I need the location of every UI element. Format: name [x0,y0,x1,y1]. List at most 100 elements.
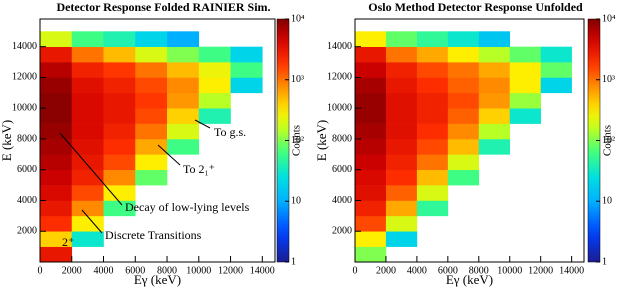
heat-cell [385,46,418,63]
x-tick-label: 10000 [186,265,211,276]
heat-cell [355,108,387,124]
heat-cell [416,123,449,140]
heat-cell [40,92,73,109]
annotation-line [157,144,181,166]
heat-cell [355,169,387,186]
annotation-line [194,119,211,129]
heat-cell [71,169,104,186]
heat-cell [385,62,418,78]
heat-cell [103,108,136,124]
heat-cell [447,62,480,78]
heat-cell [198,108,231,124]
heat-cell [40,231,73,247]
colorbar-tick-label: 10³ [291,74,304,85]
heat-cell [198,62,231,78]
heat-cell [385,123,418,140]
heat-cell [355,138,387,155]
heat-cell [385,77,418,94]
heat-cell [198,92,231,109]
heat-cell [385,31,418,47]
heat-cell [447,77,480,94]
heat-cell [71,62,104,78]
x-tick-label: 6000 [125,265,145,276]
heat-cell [355,154,387,171]
x-axis-label: Eγ (keV) [446,272,493,287]
y-tick-label: 4000 [17,195,37,206]
y-tick-label: 10000 [327,102,352,113]
heat-cell [167,77,200,94]
heat-cell [71,31,104,47]
heat-cell [167,92,200,109]
heat-cell [447,31,480,47]
heat-cell [103,185,136,201]
heat-cell [478,46,511,63]
heat-cell [198,77,231,94]
heat-cell [355,77,387,94]
heat-cell [71,138,104,155]
heat-cell [447,92,480,109]
heat-cell [416,77,449,94]
heat-cell [447,154,480,171]
colorbar-tick-label: 10 [291,196,301,207]
heat-cell [416,46,449,63]
heat-cell [103,138,136,155]
y-tick-label: 14000 [327,41,352,52]
heat-cell [167,108,200,124]
chart-title: Detector Response Folded RAINIER Sim. [56,0,270,14]
colorbar-tick-label: 1 [291,256,296,267]
heat-cell [447,169,480,186]
heat-cell [355,231,387,247]
y-tick-label: 2000 [17,226,37,237]
heat-cell [447,46,480,63]
heat-cell [135,92,168,109]
heat-cell [385,200,418,217]
heat-cell [478,77,511,94]
heat-cell [385,154,418,171]
x-tick-label: 14000 [559,265,584,276]
heat-cell [135,62,168,78]
heat-cell [230,46,263,63]
heat-cell [478,138,511,155]
annotation: To g.s. [214,125,246,139]
heat-cell [385,92,418,109]
heat-cell [71,46,104,63]
heat-cell [40,108,73,124]
heat-cell [103,169,136,186]
heat-cell [40,215,73,232]
annotation-line [59,132,123,206]
heat-cell [71,231,104,247]
x-tick-label: 8000 [469,265,489,276]
heat-cell [416,154,449,171]
heat-cell [167,62,200,78]
heat-cell [447,123,480,140]
heat-cell [40,154,73,171]
heat-cell [385,215,418,232]
heat-cell [135,108,168,124]
chart-title: Oslo Method Detector Response Unfolded [368,0,583,14]
heat-cell [355,92,387,109]
heat-cell [135,138,168,155]
heat-cell [385,108,418,124]
x-tick-label: 4000 [94,265,114,276]
heat-cell [40,200,73,217]
heat-cell [40,185,73,201]
y-tick-label: 12000 [12,72,37,83]
heat-cell [71,200,104,217]
heat-cell [71,185,104,201]
heat-cell [71,77,104,94]
colorbar-tick-label: 10² [602,135,615,146]
heat-cell [135,46,168,63]
heat-cell [135,169,168,186]
y-tick-label: 6000 [17,164,37,175]
heat-cell [416,200,449,217]
x-tick-label: 8000 [157,265,177,276]
annotation: To 2₁⁺ [183,162,215,176]
x-tick-label: 14000 [250,265,275,276]
heat-cell [167,46,200,63]
heat-cell [40,46,73,63]
colorbar-tick-label: 10² [291,135,304,146]
y-tick-label: 10000 [12,102,37,113]
heat-cell [509,46,541,63]
x-tick-label: 0 [38,265,43,276]
